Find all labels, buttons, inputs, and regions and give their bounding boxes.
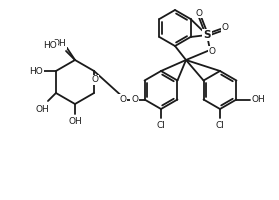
Text: O: O <box>131 95 138 104</box>
Text: O: O <box>92 75 98 84</box>
Text: S: S <box>203 30 211 40</box>
Text: O: O <box>208 46 215 55</box>
Text: O: O <box>196 8 203 18</box>
Text: HO: HO <box>29 66 43 75</box>
Text: HO: HO <box>43 40 57 49</box>
Text: OH: OH <box>68 117 82 127</box>
Text: O: O <box>222 23 229 32</box>
Text: O: O <box>119 95 126 104</box>
Text: Cl: Cl <box>157 120 165 130</box>
Text: OH: OH <box>252 95 265 104</box>
Text: OH: OH <box>35 104 49 114</box>
Text: OH: OH <box>52 40 66 48</box>
Text: Cl: Cl <box>216 120 224 130</box>
